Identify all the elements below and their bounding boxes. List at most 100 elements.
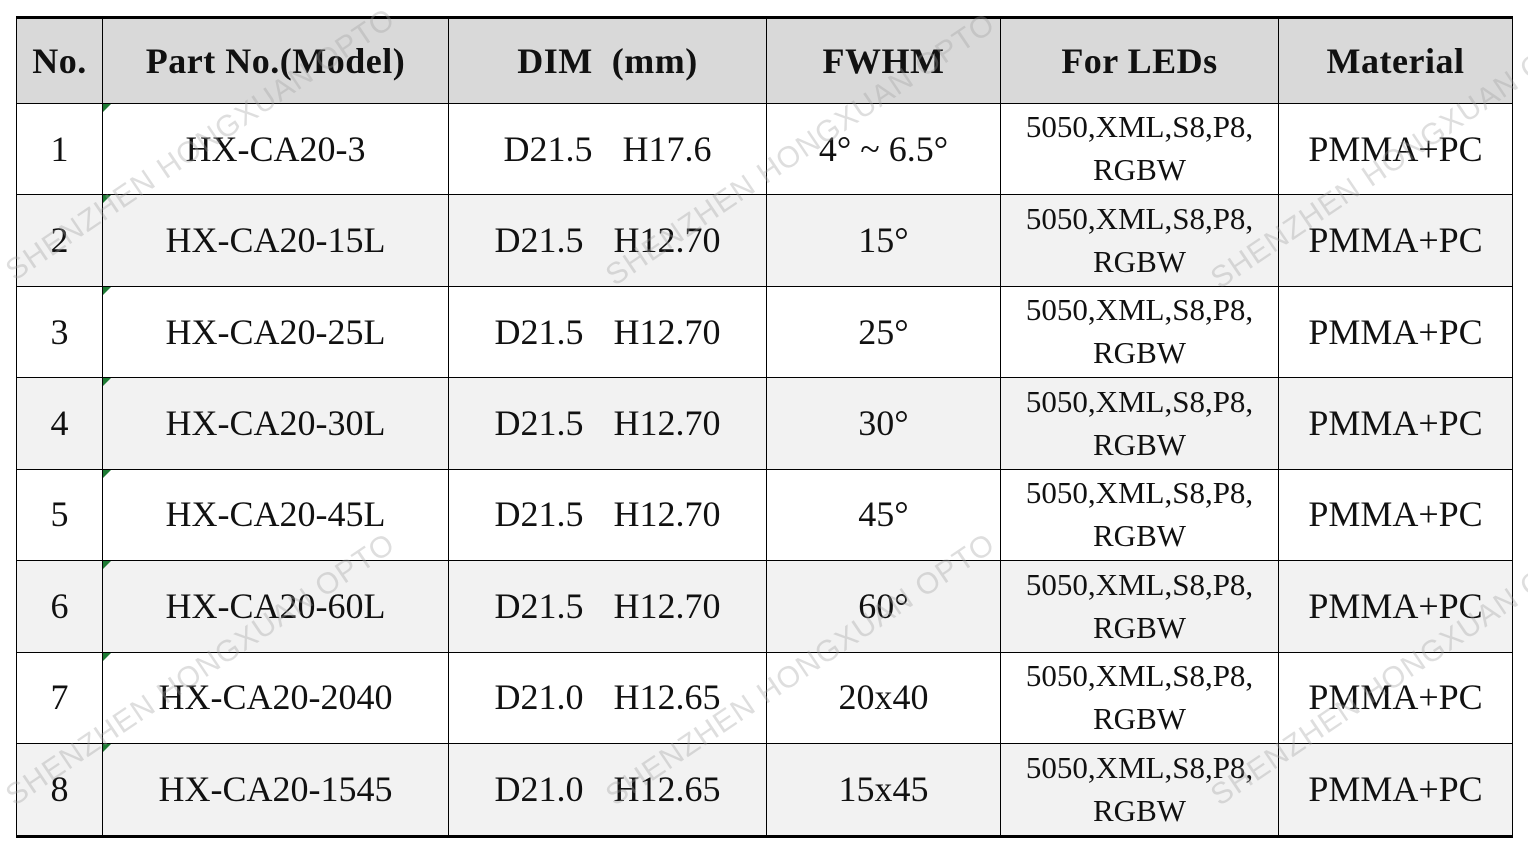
header-row: No. Part No.(Model) DIM (mm) FWHM For LE… [16,17,1513,104]
dimensions: D21.5 H12.70 [448,285,767,379]
fwhm: 4° ~ 6.5° [766,102,1001,196]
dimensions: D21.5 H12.70 [448,468,767,562]
row-number-text: 5 [50,494,69,535]
fwhm-text: 15° [858,220,909,261]
fwhm-text: 45° [858,494,909,535]
cell-corner-marker [103,561,111,570]
dim-diameter: D21.5 [503,128,593,169]
dim-height: H12.65 [613,769,721,809]
row-number: 5 [16,468,103,562]
table-body: 1 HX-CA20-3 D21.5 H17.6 4° ~ 6.5° 5050,XML,S8… [16,102,1513,837]
material-text: PMMA+PC [1308,769,1483,809]
dim-diameter: D21.0 [494,769,584,809]
dim-diameter: D21.5 [494,585,584,626]
header-fwhm: FWHM [766,17,1001,104]
row-number-text: 4 [50,403,69,443]
dim-diameter: D21.5 [494,403,584,443]
dim-height: H12.70 [613,311,721,352]
part-model: HX-CA20-45L [102,468,449,562]
fwhm: 25° [766,285,1001,379]
part-model-text: HX-CA20-45L [165,494,386,535]
material: PMMA+PC [1278,285,1513,379]
leds-line-1: 5050,XML,S8,P8, [1025,749,1254,785]
dim-height: H12.70 [613,403,721,443]
row-number-text: 3 [50,311,69,352]
material: PMMA+PC [1278,377,1513,470]
material-text: PMMA+PC [1308,220,1483,261]
material: PMMA+PC [1278,194,1513,287]
part-model: HX-CA20-30L [102,377,449,470]
dimensions: D21.0 H12.65 [448,651,767,745]
fwhm-text: 15x45 [838,769,929,809]
part-model-text: HX-CA20-15L [165,220,386,261]
dim-height: H12.65 [613,677,721,718]
fwhm: 15° [766,194,1001,287]
row-number: 4 [16,377,103,470]
leds-line-2: RGBW [1093,243,1186,279]
row-number: 2 [16,194,103,287]
part-model: HX-CA20-25L [102,285,449,379]
for-leds: 5050,XML,S8,P8, RGBW [1000,560,1279,653]
cell-corner-marker [103,195,111,204]
part-model-text: HX-CA20-30L [165,403,386,443]
part-model: HX-CA20-15L [102,194,449,287]
dim-diameter: D21.5 [494,494,584,535]
header-for-leds: For LEDs [1000,17,1279,104]
leds-line-1: 5050,XML,S8,P8, [1025,475,1254,511]
part-model: HX-CA20-3 [102,102,449,196]
cell-corner-marker [103,286,111,295]
leds-line-1: 5050,XML,S8,P8, [1025,383,1254,419]
part-model-text: HX-CA20-3 [185,128,366,169]
row-number: 6 [16,560,103,653]
fwhm-text: 25° [858,311,909,352]
dimensions: D21.5 H17.6 [448,102,767,196]
dim-height: H12.70 [613,220,721,261]
dimensions: D21.0 H12.65 [448,743,767,837]
dim-height: H12.70 [613,494,721,535]
fwhm: 30° [766,377,1001,470]
fwhm-text: 20x40 [838,677,929,718]
table-row: 7 HX-CA20-2040 D21.0 H12.65 20x40 5050,XML,S8… [16,651,1513,745]
fwhm: 60° [766,560,1001,653]
fwhm-text: 60° [858,585,909,626]
row-number: 3 [16,285,103,379]
leds-line-2: RGBW [1093,518,1186,554]
part-model: HX-CA20-1545 [102,743,449,837]
for-leds: 5050,XML,S8,P8, RGBW [1000,651,1279,745]
dimensions: D21.5 H12.70 [448,560,767,653]
leds-line-2: RGBW [1093,792,1186,828]
leds-line-2: RGBW [1093,426,1186,462]
fwhm: 20x40 [766,651,1001,745]
dim-diameter: D21.0 [494,677,584,718]
fwhm-text: 30° [858,403,909,443]
row-number: 7 [16,651,103,745]
leds-line-2: RGBW [1093,335,1186,371]
material-text: PMMA+PC [1308,311,1483,352]
material-text: PMMA+PC [1308,585,1483,626]
leds-line-1: 5050,XML,S8,P8, [1025,566,1254,602]
part-model-text: HX-CA20-25L [165,311,386,352]
cell-corner-marker [103,104,111,112]
leds-line-1: 5050,XML,S8,P8, [1025,200,1254,236]
header-no: No. [16,17,103,104]
table-row: 8 HX-CA20-1545 D21.0 H12.65 15x45 5050,XML,S8… [16,743,1513,837]
leds-line-2: RGBW [1093,609,1186,645]
leds-line-2: RGBW [1093,152,1186,188]
cell-corner-marker [103,378,111,387]
lens-spec-table: No. Part No.(Model) DIM (mm) FWHM For LE… [16,16,1513,838]
part-model-text: HX-CA20-2040 [158,677,393,718]
row-number: 1 [16,102,103,196]
fwhm-text: 4° ~ 6.5° [818,128,949,169]
header-part-no: Part No.(Model) [102,17,449,104]
dimensions: D21.5 H12.70 [448,377,767,470]
cell-corner-marker [103,469,111,478]
table-row: 5 HX-CA20-45L D21.5 H12.70 45° 5050,XML,S8,P8… [16,468,1513,562]
for-leds: 5050,XML,S8,P8, RGBW [1000,194,1279,287]
fwhm: 15x45 [766,743,1001,837]
part-model: HX-CA20-2040 [102,651,449,745]
fwhm: 45° [766,468,1001,562]
leds-line-1: 5050,XML,S8,P8, [1025,292,1254,328]
for-leds: 5050,XML,S8,P8, RGBW [1000,102,1279,196]
table-row: 2 HX-CA20-15L D21.5 H12.70 15° 5050,XML,S8,P8… [16,194,1513,287]
